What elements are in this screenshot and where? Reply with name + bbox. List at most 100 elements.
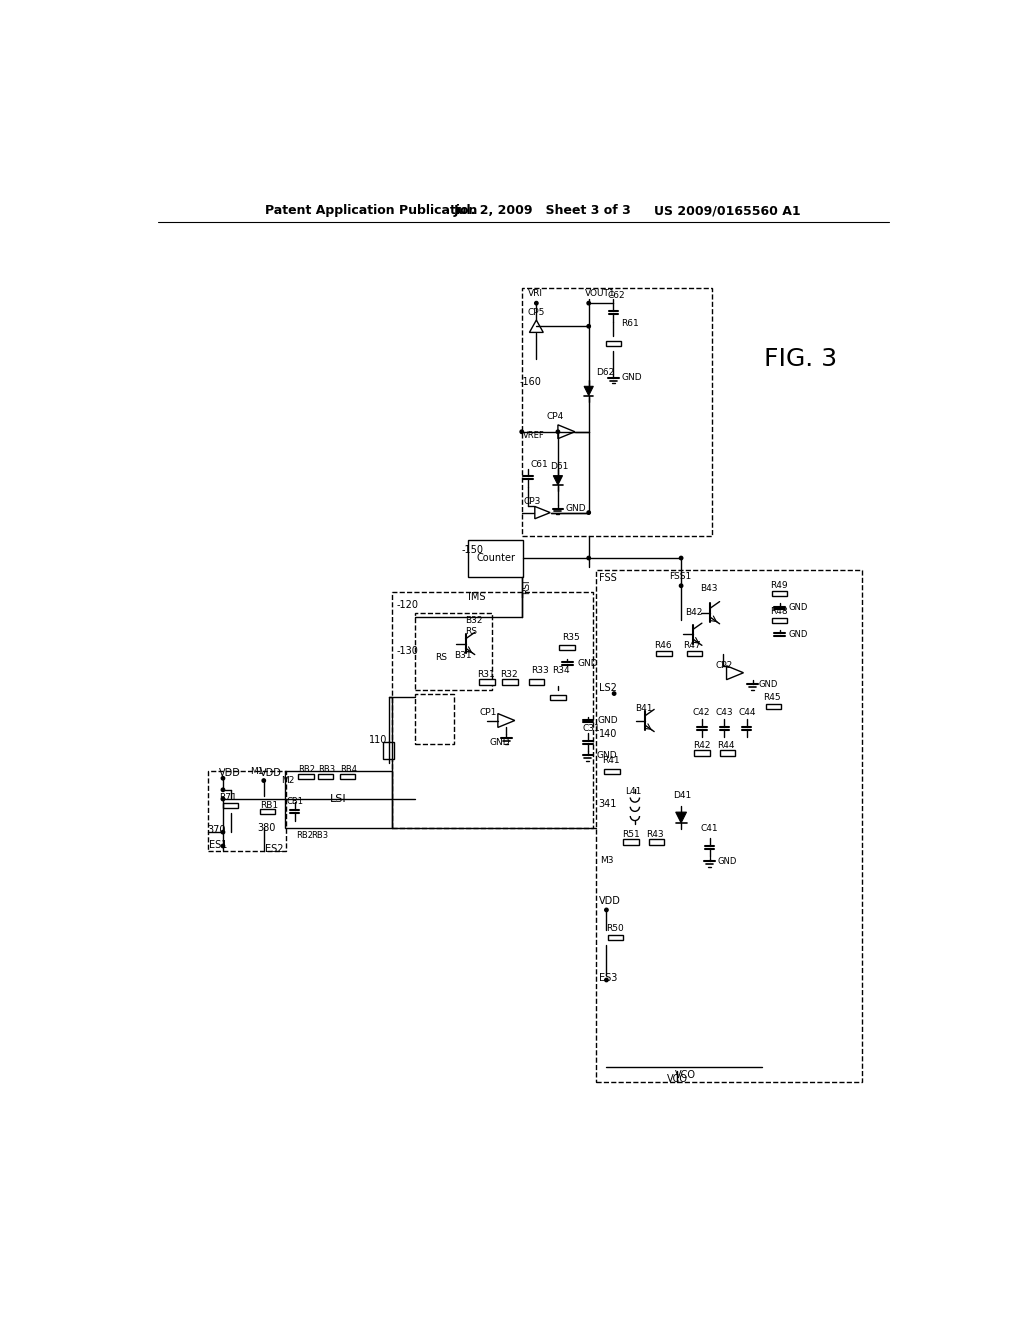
Bar — [317, 774, 333, 779]
Bar — [416, 612, 493, 689]
Circle shape — [535, 301, 538, 305]
Text: GND: GND — [788, 630, 808, 639]
Text: RB2: RB2 — [296, 832, 313, 841]
Text: R71: R71 — [219, 793, 237, 803]
Text: IMS: IMS — [468, 593, 485, 602]
Circle shape — [587, 301, 591, 305]
Circle shape — [605, 908, 608, 912]
Text: C31: C31 — [583, 723, 600, 733]
Text: CP4: CP4 — [547, 412, 563, 421]
Text: GND: GND — [489, 738, 511, 747]
Text: GND: GND — [565, 504, 586, 513]
Text: VDD: VDD — [219, 768, 241, 777]
Text: CP3: CP3 — [523, 498, 541, 507]
Bar — [260, 809, 275, 814]
Text: GND: GND — [596, 751, 617, 759]
Circle shape — [221, 788, 224, 792]
Text: 110: 110 — [370, 735, 388, 744]
Text: R35: R35 — [562, 632, 580, 642]
Text: -160: -160 — [519, 376, 542, 387]
Text: 380: 380 — [258, 824, 276, 833]
Text: RB3: RB3 — [311, 832, 329, 841]
Text: Jul. 2, 2009   Sheet 3 of 3: Jul. 2, 2009 Sheet 3 of 3 — [454, 205, 632, 218]
Text: -130: -130 — [397, 647, 419, 656]
Text: CP5: CP5 — [527, 308, 545, 317]
Text: RSI: RSI — [521, 579, 530, 594]
Text: VCO: VCO — [675, 1069, 695, 1080]
Bar — [550, 694, 565, 700]
Bar — [656, 651, 672, 656]
Text: C61: C61 — [531, 461, 549, 470]
Circle shape — [587, 325, 591, 327]
Circle shape — [587, 511, 591, 515]
Text: R42: R42 — [692, 741, 711, 750]
Text: B32: B32 — [466, 616, 483, 624]
Text: GND: GND — [758, 680, 777, 689]
Circle shape — [520, 430, 523, 433]
Bar — [766, 704, 781, 709]
Text: C42: C42 — [692, 709, 711, 717]
Text: M2: M2 — [281, 776, 294, 785]
Circle shape — [262, 779, 265, 783]
Text: B43: B43 — [700, 583, 718, 593]
Text: R45: R45 — [764, 693, 781, 702]
Bar — [559, 644, 574, 649]
Bar — [468, 540, 523, 577]
Text: C44: C44 — [739, 709, 757, 717]
Bar — [720, 750, 735, 755]
Circle shape — [556, 430, 559, 433]
Text: RB1: RB1 — [260, 801, 279, 809]
Text: GND: GND — [717, 857, 736, 866]
Text: R32: R32 — [500, 669, 518, 678]
Text: FSS1: FSS1 — [670, 572, 692, 581]
Text: RS: RS — [466, 627, 477, 636]
Text: RS: RS — [435, 653, 446, 661]
Text: Patent Application Publication: Patent Application Publication — [265, 205, 477, 218]
Circle shape — [612, 692, 615, 696]
Text: 341: 341 — [599, 799, 617, 809]
Bar — [340, 774, 355, 779]
Text: CP1: CP1 — [480, 709, 498, 717]
Circle shape — [221, 776, 224, 780]
Text: LSI: LSI — [330, 795, 347, 804]
Text: VDD: VDD — [260, 768, 282, 777]
Bar — [772, 618, 787, 623]
Text: L41: L41 — [625, 787, 641, 796]
Text: R49: R49 — [770, 581, 787, 590]
Text: B41: B41 — [635, 704, 652, 713]
Bar — [285, 771, 392, 829]
Text: VDD: VDD — [599, 896, 621, 907]
Polygon shape — [584, 387, 593, 396]
Bar — [503, 680, 518, 685]
Circle shape — [679, 583, 683, 587]
Circle shape — [221, 830, 224, 834]
Bar — [596, 570, 862, 1082]
Bar — [604, 768, 620, 774]
Text: D61: D61 — [550, 462, 568, 471]
Text: R43: R43 — [646, 830, 665, 840]
Text: C43: C43 — [716, 709, 733, 717]
Bar — [605, 341, 621, 346]
Text: R31: R31 — [477, 669, 495, 678]
Text: RB2: RB2 — [298, 764, 315, 774]
Text: R47: R47 — [683, 642, 701, 651]
Text: R34: R34 — [553, 667, 570, 675]
Text: US 2009/0165560 A1: US 2009/0165560 A1 — [654, 205, 801, 218]
Text: GND: GND — [788, 603, 808, 611]
Circle shape — [587, 556, 591, 560]
Bar — [528, 680, 544, 685]
Text: R48: R48 — [770, 607, 787, 615]
Bar — [624, 840, 639, 845]
Bar — [298, 774, 313, 779]
Bar — [479, 680, 495, 685]
Text: FIG. 3: FIG. 3 — [764, 347, 837, 371]
Circle shape — [605, 978, 608, 982]
Circle shape — [221, 797, 224, 801]
Text: VOUT1: VOUT1 — [585, 289, 615, 297]
Text: ES3: ES3 — [599, 973, 617, 983]
Polygon shape — [553, 475, 562, 484]
Text: VCO: VCO — [667, 1073, 688, 1084]
Text: CP2: CP2 — [716, 660, 733, 669]
Bar — [223, 803, 239, 808]
Text: CB1: CB1 — [287, 797, 304, 805]
